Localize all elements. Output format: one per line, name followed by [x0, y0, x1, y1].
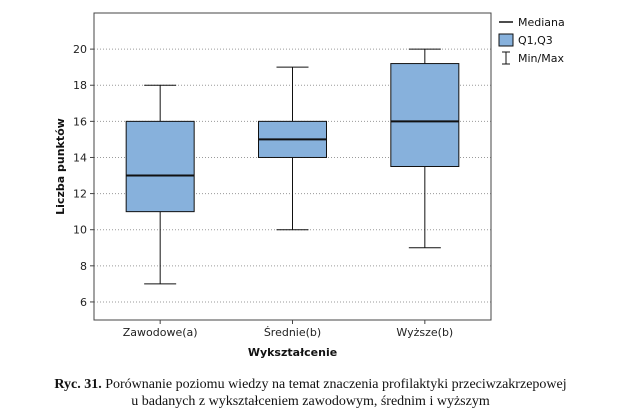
y-tick-label: 16 — [73, 115, 87, 128]
quartile-box — [390, 63, 460, 167]
y-tick-label: 20 — [73, 43, 87, 56]
figure-caption: Ryc. 31. Porównanie poziomu wiedzy na te… — [0, 376, 621, 410]
legend-quartiles-swatch — [498, 33, 514, 47]
y-tick-label: 8 — [80, 260, 87, 273]
y-tick-label: 18 — [73, 79, 87, 92]
y-tick-label: 12 — [73, 188, 87, 201]
box-plot-chart: 6 8 10 12 14 16 18 20 Zawodowe(a) Średnie(b) Wyżs… — [54, 12, 565, 359]
legend-minmax-swatch — [502, 51, 510, 65]
boxes — [125, 48, 460, 285]
legend-median-label: Mediana — [518, 16, 565, 29]
x-axis-title: Wykształcenie — [248, 346, 337, 359]
x-tick-label: Średnie(b) — [264, 326, 321, 339]
x-axis-ticks: Zawodowe(a) Średnie(b) Wyższe(b) — [123, 320, 453, 339]
y-axis-title: Liczba punktów — [54, 118, 67, 215]
y-axis-ticks: 6 8 10 12 14 16 18 20 — [73, 43, 94, 309]
caption-line-2: u badanych z wykształceniem zawodowym, ś… — [131, 394, 490, 409]
box-2 — [258, 66, 327, 231]
box-1 — [125, 84, 195, 285]
y-tick-label: 14 — [73, 151, 87, 164]
caption-label: Ryc. 31. — [54, 377, 102, 392]
quartile-box — [125, 120, 195, 213]
x-tick-label: Zawodowe(a) — [123, 326, 198, 339]
legend-minmax-label: Min/Max — [518, 52, 564, 65]
y-tick-label: 6 — [80, 296, 87, 309]
x-tick-label: Wyższe(b) — [396, 326, 453, 339]
box-3 — [390, 48, 460, 249]
caption-line-1: Ryc. 31. Porównanie poziomu wiedzy na te… — [0, 376, 621, 393]
legend-quartiles-label: Q1,Q3 — [518, 34, 553, 47]
y-tick-label: 10 — [73, 224, 87, 237]
legend: Mediana Q1,Q3 Min/Max — [498, 16, 565, 65]
caption-text-1: Porównanie poziomu wiedzy na temat znacz… — [105, 377, 567, 392]
